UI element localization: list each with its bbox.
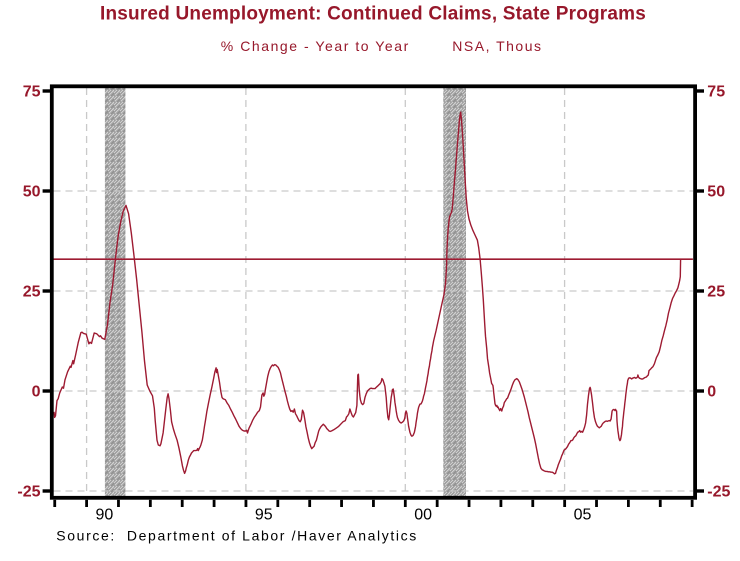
svg-text:NSA, Thous: NSA, Thous xyxy=(452,38,542,54)
svg-text:50: 50 xyxy=(707,184,725,201)
svg-text:0: 0 xyxy=(32,384,41,401)
svg-text:Insured Unemployment: Continue: Insured Unemployment: Continued Claims, … xyxy=(100,4,646,25)
svg-text:50: 50 xyxy=(23,184,41,201)
svg-text:00: 00 xyxy=(414,507,432,524)
svg-text:-25: -25 xyxy=(17,484,40,501)
svg-text:25: 25 xyxy=(23,284,41,301)
svg-text:75: 75 xyxy=(707,84,725,101)
svg-text:05: 05 xyxy=(574,507,592,524)
svg-text:-25: -25 xyxy=(707,484,730,501)
svg-text:Source: Department of Labor /: Source: Department of Labor /Haver Analy… xyxy=(56,527,418,543)
svg-text:95: 95 xyxy=(255,507,273,524)
svg-text:75: 75 xyxy=(23,84,41,101)
svg-text:0: 0 xyxy=(707,384,716,401)
svg-text:% Change - Year to Year: % Change - Year to Year xyxy=(221,38,410,54)
svg-text:90: 90 xyxy=(96,507,114,524)
svg-text:25: 25 xyxy=(707,284,725,301)
